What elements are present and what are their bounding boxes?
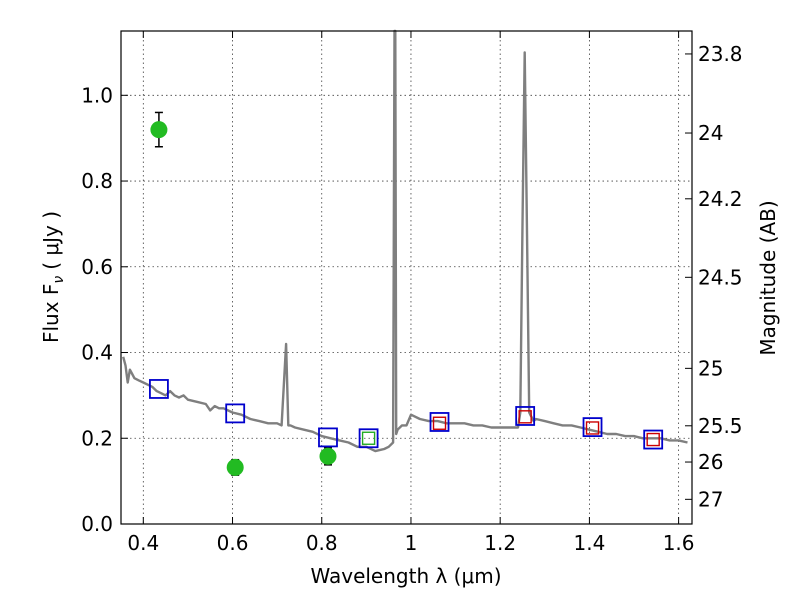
model-spectrum-line	[122, 29, 688, 453]
y-axis-label-right: Magnitude (AB)	[756, 200, 780, 355]
model-spectrum	[122, 29, 688, 453]
y-axis-label-unit: ( μJy )	[39, 211, 63, 270]
y-tick-label: 0.4	[81, 341, 113, 365]
y-axis-ticks: 0.0 0.2 0.4 0.6 0.8 1.0	[81, 83, 128, 536]
model-phot-square	[149, 379, 169, 399]
x-tick-label: 1	[405, 531, 418, 555]
x-tick-label: 0.6	[217, 531, 249, 555]
x-axis-label: Wavelength λ (μm)	[310, 564, 501, 588]
observed-point	[226, 458, 244, 476]
z-phot-square	[361, 431, 376, 445]
right-tick-label: 25.5	[698, 414, 743, 438]
right-tick-label: 27	[698, 487, 723, 511]
model-phot-square	[225, 403, 246, 424]
photometry-markers	[149, 111, 664, 476]
y-axis-label-left: Flux Fν ( μJy )	[39, 211, 67, 343]
hst-phot-square	[585, 421, 600, 435]
observed-point	[319, 447, 337, 465]
hst-phot-square	[432, 416, 447, 430]
right-tick-label: 24	[698, 121, 723, 145]
plot-frame	[120, 30, 693, 525]
model-phot-square	[643, 429, 664, 450]
x-tick-label: 0.8	[306, 531, 338, 555]
hst-phot-square	[518, 410, 532, 424]
y-tick-label: 0.8	[81, 169, 113, 193]
right-tick-label: 24.2	[698, 187, 743, 211]
x-tick-label: 0.4	[127, 531, 159, 555]
y-tick-label: 0.2	[81, 426, 113, 450]
y-tick-label: 0.0	[81, 512, 113, 536]
x-tick-label: 1.2	[484, 531, 516, 555]
y-tick-label: 1.0	[81, 83, 113, 107]
y-axis-label-text: Flux F	[39, 284, 63, 343]
observed-point	[150, 121, 168, 139]
right-tick-label: 26	[698, 450, 723, 474]
y-axis-label-sub: ν	[51, 276, 67, 284]
x-axis-ticks: 0.4 0.6 0.8 1 1.2 1.4 1.6	[127, 31, 695, 555]
y-tick-label: 0.6	[81, 255, 113, 279]
model-phot-square	[358, 428, 379, 449]
x-tick-label: 1.4	[573, 531, 605, 555]
model-phot-square	[429, 412, 450, 432]
grid	[121, 31, 692, 525]
right-tick-label: 24.5	[698, 265, 743, 289]
model-phot-square	[318, 427, 338, 448]
x-tick-label: 1.6	[663, 531, 695, 555]
model-phot-square	[582, 417, 603, 438]
hst-phot-square	[646, 432, 660, 447]
right-axis-ticks: 23.8 24 24.2 24.5 25 25.5 26 27	[685, 42, 743, 511]
right-tick-label: 23.8	[698, 42, 743, 66]
model-phot-square	[515, 406, 536, 426]
right-tick-label: 25	[698, 356, 723, 380]
